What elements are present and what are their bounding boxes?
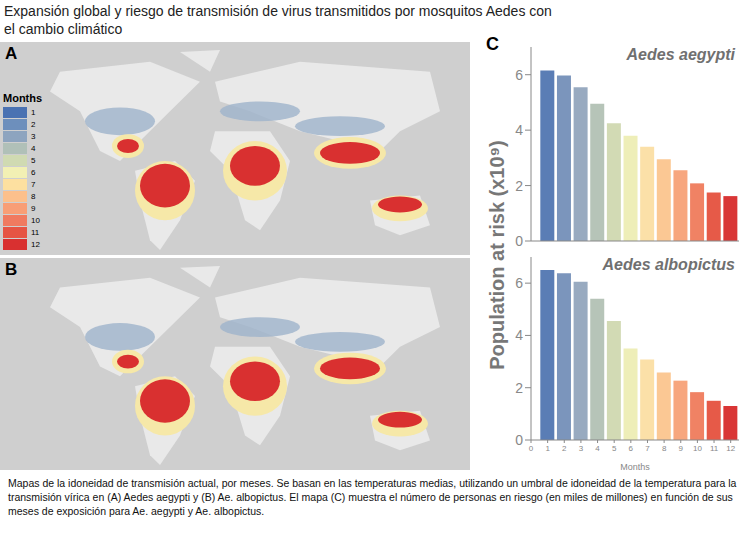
html-text:Population at risk (x10⁹): Population at risk (x10⁹) (486, 140, 508, 370)
html-text:11: 11 (31, 227, 40, 237)
svg-text:4: 4 (595, 444, 600, 453)
svg-text:12: 12 (726, 444, 735, 453)
html-text:10: 10 (31, 215, 40, 225)
html-text:Aedes albopictus: Aedes albopictus (602, 256, 735, 273)
svg-text:3: 3 (579, 444, 584, 453)
svg-text:6: 6 (515, 275, 523, 291)
html-text:6: 6 (31, 167, 36, 177)
svg-text:10: 10 (693, 444, 702, 453)
html-text:A: A (5, 44, 18, 63)
svg-text:9: 9 (679, 444, 684, 453)
svg-text:2: 2 (515, 178, 523, 194)
svg-text:4: 4 (515, 122, 523, 138)
svg-text:Months: Months (620, 462, 650, 472)
html-text:Aedes aegypti: Aedes aegypti (626, 46, 735, 63)
svg-text:4: 4 (515, 327, 523, 343)
html-text:3: 3 (31, 131, 36, 141)
html-text:Expansión global y riesgo de t: Expansión global y riesgo de transmisión… (4, 3, 552, 37)
html-text:9: 9 (31, 203, 36, 213)
svg-text:11: 11 (710, 444, 719, 453)
svg-text:7: 7 (645, 444, 650, 453)
html-text:5: 5 (31, 155, 36, 165)
html-text:7: 7 (31, 179, 36, 189)
html-text:4: 4 (31, 143, 36, 153)
html-text:Mapas de la idoneidad de trans: Mapas de la idoneidad de transmisión act… (8, 477, 737, 517)
html-text:B: B (5, 260, 18, 279)
html-text:2: 2 (31, 119, 36, 129)
svg-text:6: 6 (629, 444, 634, 453)
html-text:1: 1 (31, 107, 36, 117)
svg-text:0: 0 (529, 444, 534, 453)
svg-text:0: 0 (515, 432, 523, 448)
svg-text:5: 5 (612, 444, 617, 453)
svg-text:2: 2 (515, 380, 523, 396)
svg-text:0: 0 (515, 233, 523, 247)
html-text:8: 8 (31, 191, 36, 201)
svg-text:6: 6 (515, 67, 523, 83)
svg-text:2: 2 (562, 444, 567, 453)
html-text:12: 12 (31, 239, 40, 249)
html-text:C: C (486, 34, 499, 54)
html-text:Months: Months (3, 92, 43, 104)
svg-text:1: 1 (545, 444, 550, 453)
svg-text:8: 8 (662, 444, 667, 453)
